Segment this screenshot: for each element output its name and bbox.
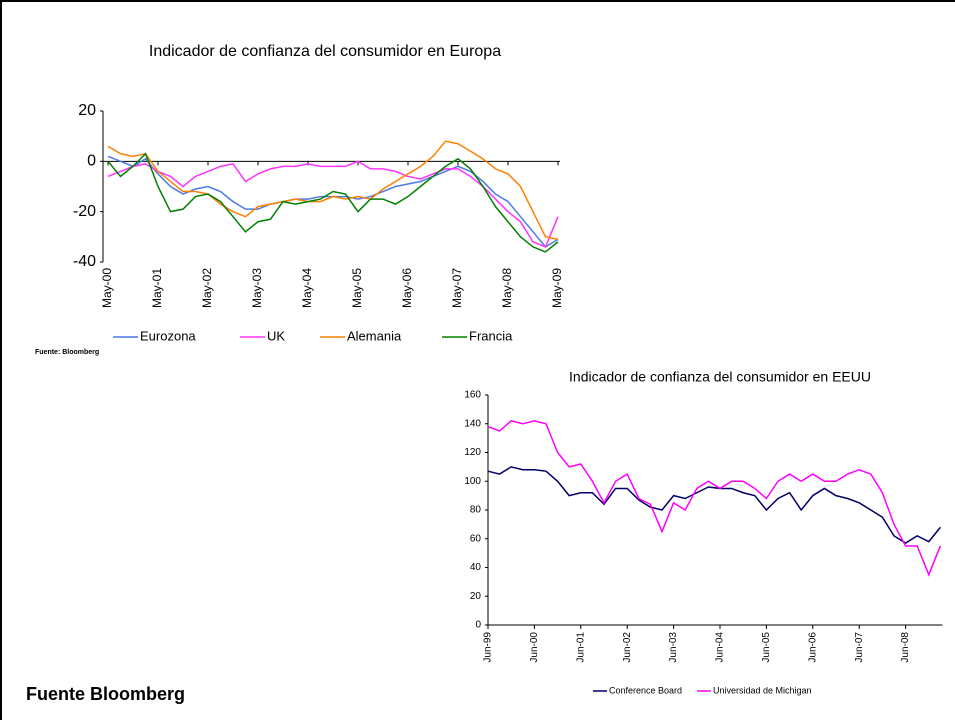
x-tick-label: May-08 bbox=[500, 268, 514, 308]
x-tick-label: Jun-99 bbox=[483, 632, 494, 663]
y-tick-label: 40 bbox=[470, 562, 482, 573]
x-tick-label: Jun-04 bbox=[715, 632, 726, 663]
x-tick-label: May-02 bbox=[200, 268, 214, 308]
x-tick-label: May-05 bbox=[350, 268, 364, 308]
y-tick-label: -40 bbox=[73, 253, 96, 270]
x-tick-label: Jun-00 bbox=[529, 632, 540, 663]
x-tick-label: May-09 bbox=[550, 268, 564, 308]
x-tick-label: Jun-01 bbox=[575, 632, 586, 663]
series-line bbox=[487, 420, 942, 577]
series-line bbox=[107, 155, 559, 248]
x-tick-label: Jun-05 bbox=[761, 632, 772, 663]
y-tick-label: 120 bbox=[464, 447, 481, 458]
legend-label: Francia bbox=[469, 328, 513, 343]
series-line bbox=[107, 140, 559, 241]
legend-label: Universidad de Michigan bbox=[713, 685, 812, 695]
x-tick-label: May-04 bbox=[300, 268, 314, 308]
y-tick-label: 160 bbox=[464, 390, 481, 401]
y-tick-label: 60 bbox=[470, 533, 482, 544]
y-tick-label: 140 bbox=[464, 418, 481, 429]
x-tick-label: May-03 bbox=[250, 268, 264, 308]
y-tick-label: 80 bbox=[470, 505, 482, 516]
series-line bbox=[107, 160, 559, 248]
series-line bbox=[487, 466, 941, 544]
y-tick-label: 0 bbox=[475, 620, 481, 631]
y-tick-label: 0 bbox=[87, 153, 96, 170]
x-tick-label: Jun-02 bbox=[622, 632, 633, 663]
chart-title: Indicador de confianza del consumidor en… bbox=[148, 43, 502, 60]
x-tick-label: May-07 bbox=[450, 268, 464, 308]
legend-label: Alemania bbox=[347, 328, 402, 343]
y-tick-label: 20 bbox=[78, 102, 96, 119]
legend-label: Conference Board bbox=[609, 685, 682, 695]
x-tick-label: Jun-03 bbox=[668, 632, 679, 663]
x-tick-label: May-01 bbox=[150, 268, 164, 308]
source: Fuente: Bloomberg bbox=[35, 349, 99, 356]
y-tick-label: 20 bbox=[470, 591, 482, 602]
y-tick-label: 100 bbox=[464, 476, 481, 487]
legend-label: UK bbox=[267, 328, 285, 343]
y-tick-label: -20 bbox=[73, 203, 96, 220]
x-tick-label: Jun-06 bbox=[807, 632, 818, 663]
x-tick-label: Jun-08 bbox=[900, 632, 911, 663]
x-tick-label: May-06 bbox=[400, 268, 414, 308]
footer: Fuente Bloomberg bbox=[26, 684, 185, 704]
x-tick-label: May-00 bbox=[100, 268, 114, 308]
chart-title: Indicador de confianza del consumidor en… bbox=[569, 369, 871, 385]
series-line bbox=[107, 152, 559, 253]
x-tick-label: Jun-07 bbox=[854, 632, 865, 663]
legend-label: Eurozona bbox=[140, 328, 196, 343]
